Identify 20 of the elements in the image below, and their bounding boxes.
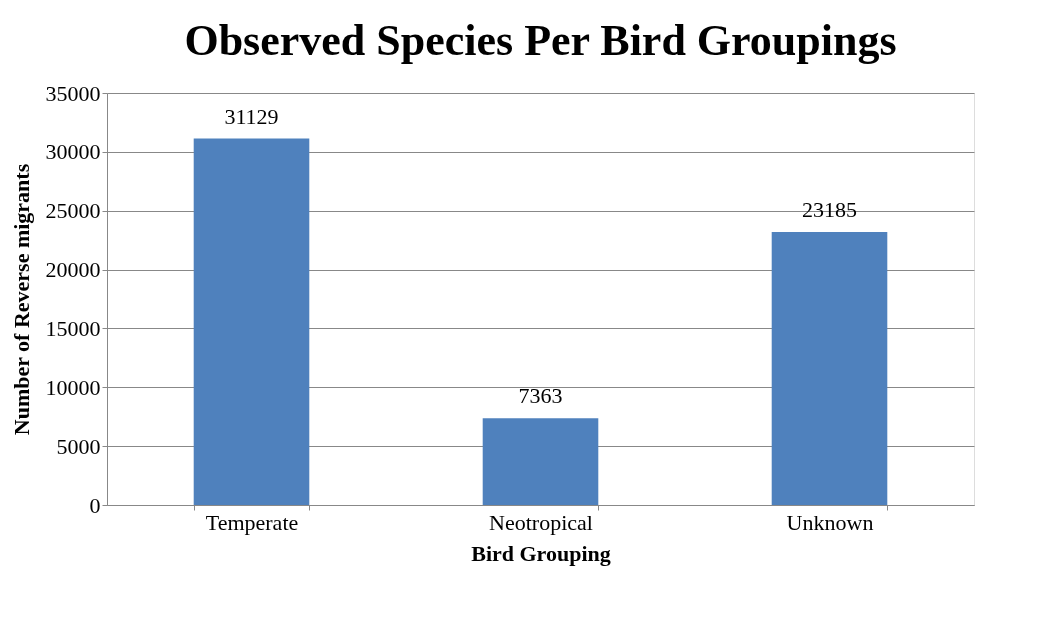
x-tick-label: Neotropical [489, 509, 593, 535]
y-tick-label: 0 [89, 492, 101, 518]
y-tick-label: 35000 [45, 80, 101, 106]
data-label: 31129 [224, 103, 279, 129]
y-tick-label: 25000 [45, 198, 101, 224]
data-label: 23185 [802, 197, 857, 223]
x-tick-label: Unknown [786, 509, 874, 535]
x-axis-title: Bird Grouping [471, 540, 611, 566]
y-tick-label: 5000 [56, 433, 101, 459]
bar [771, 232, 888, 505]
data-label: 7363 [518, 383, 563, 409]
y-tick-label: 15000 [45, 315, 101, 341]
y-tick-label: 10000 [45, 374, 101, 400]
y-axis-title: Number of Reverse migrants [8, 163, 34, 436]
bar [193, 138, 310, 505]
y-tick-label: 20000 [45, 257, 101, 283]
bar [482, 418, 599, 505]
y-tick-label: 30000 [45, 139, 101, 165]
chart-title: Observed Species Per Bird Groupings [184, 16, 897, 65]
x-tick-label: Temperate [205, 509, 299, 535]
